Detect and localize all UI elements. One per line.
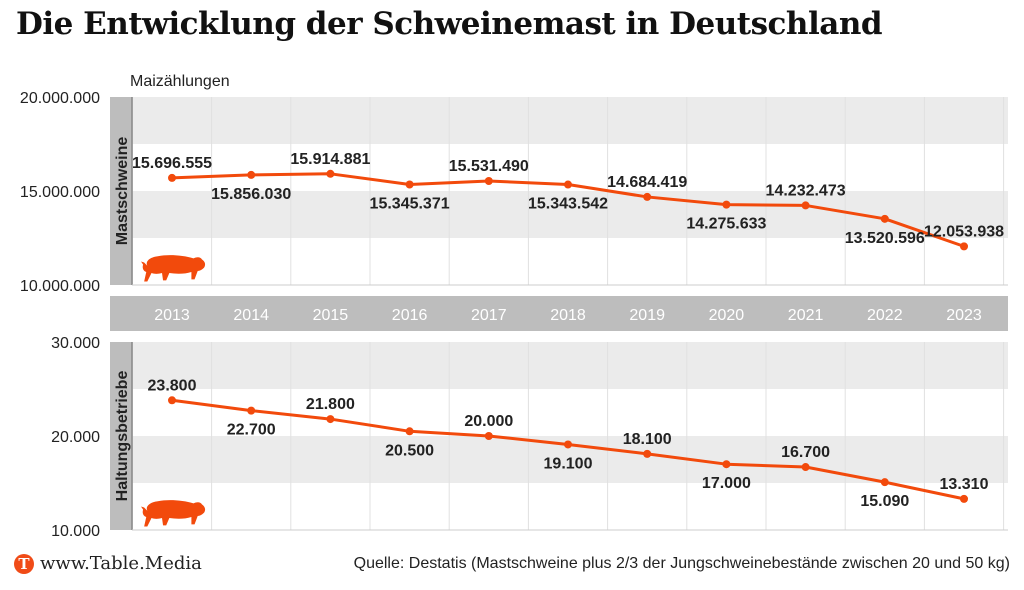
table-media-logo: T www.Table.Media xyxy=(14,553,202,574)
data-point xyxy=(880,478,889,487)
x-axis-year-strip: 2013 2014 2015 2016 2017 2018 2019 2020 2021 2022… xyxy=(110,296,1008,331)
y-tick-label: 30.000 xyxy=(51,335,100,352)
data-point xyxy=(168,173,176,182)
data-point xyxy=(801,463,810,472)
panel-label-strip xyxy=(110,97,132,285)
data-point xyxy=(405,180,414,189)
data-point xyxy=(960,494,968,503)
data-label: 22.700 xyxy=(227,422,276,439)
data-label: 13.310 xyxy=(940,476,989,493)
data-label: 14.275.633 xyxy=(686,216,766,233)
panel-label: Mastschweine xyxy=(114,137,131,246)
y-tick-label: 10.000.000 xyxy=(20,278,100,295)
data-label: 19.100 xyxy=(544,455,593,472)
x-tick-label: 2021 xyxy=(788,307,824,324)
site-name: www.Table.Media xyxy=(40,553,202,574)
y-tick-label: 20.000 xyxy=(51,429,100,446)
source-note: Quelle: Destatis (Mastschweine plus 2/3 … xyxy=(353,555,1010,572)
data-label: 15.914.881 xyxy=(290,151,370,168)
x-tick-label: 2022 xyxy=(867,307,903,324)
year-strip-background xyxy=(110,296,1008,331)
data-label: 16.700 xyxy=(781,444,830,461)
data-point xyxy=(880,214,889,223)
data-label: 20.500 xyxy=(385,442,434,459)
x-tick-label: 2016 xyxy=(392,307,428,324)
y-tick-label: 10.000 xyxy=(51,523,100,540)
data-label: 17.000 xyxy=(702,475,751,492)
pig-icon xyxy=(141,500,206,527)
data-point xyxy=(326,169,335,178)
x-tick-label: 2014 xyxy=(233,307,269,324)
data-point xyxy=(722,460,731,469)
x-tick-label: 2017 xyxy=(471,307,507,324)
data-point xyxy=(484,432,493,440)
data-point xyxy=(722,200,731,209)
y-tick-label: 15.000.000 xyxy=(20,184,100,201)
data-point xyxy=(564,440,572,449)
data-label: 15.531.490 xyxy=(449,158,529,175)
panel-mastschweine: Mastschweine 10.000.000 15.000.000 20.000.0… xyxy=(20,90,1008,295)
x-tick-label: 2015 xyxy=(313,307,349,324)
data-label: 21.800 xyxy=(306,396,355,413)
data-point xyxy=(643,192,652,201)
data-label: 12.053.938 xyxy=(924,223,1004,240)
panel-haltungsbetriebe: Haltungsbetriebe 10.000 20.000 30.000 23.800… xyxy=(51,335,1008,540)
data-point xyxy=(484,177,493,186)
chart-title: Die Entwicklung der Schweinemast in Deut… xyxy=(16,6,883,42)
panel-label: Haltungsbetriebe xyxy=(114,371,131,502)
logo-icon: T xyxy=(14,553,34,574)
data-point xyxy=(801,201,810,210)
data-label: 15.856.030 xyxy=(211,186,291,203)
data-label: 18.100 xyxy=(623,431,672,448)
y-tick-label: 20.000.000 xyxy=(20,90,100,107)
data-point xyxy=(643,449,652,458)
background-band xyxy=(132,483,1008,530)
data-label: 15.345.371 xyxy=(370,196,450,213)
data-label: 13.520.596 xyxy=(845,230,925,247)
x-tick-label: 2020 xyxy=(709,307,745,324)
x-tick-label: 2018 xyxy=(550,307,586,324)
data-point xyxy=(564,180,572,189)
background-band xyxy=(132,342,1008,389)
background-band xyxy=(132,97,1008,144)
data-label: 15.696.555 xyxy=(132,155,212,172)
data-point xyxy=(960,242,968,251)
background-band xyxy=(132,238,1008,285)
data-point xyxy=(247,406,256,415)
data-label: 14.232.473 xyxy=(766,182,846,199)
unit-label: Maizählungen xyxy=(130,73,230,90)
pig-icon xyxy=(141,255,206,282)
data-label: 15.343.542 xyxy=(528,196,608,213)
panel-label-strip xyxy=(110,342,132,530)
data-label: 15.090 xyxy=(860,493,909,510)
data-label: 20.000 xyxy=(464,413,513,430)
data-point xyxy=(405,427,414,436)
data-point xyxy=(247,170,256,179)
x-tick-label: 2019 xyxy=(629,307,665,324)
x-tick-label: 2013 xyxy=(154,307,190,324)
data-label: 23.800 xyxy=(148,377,197,394)
data-label: 14.684.419 xyxy=(607,174,687,191)
x-tick-label: 2023 xyxy=(946,307,982,324)
data-point xyxy=(326,415,335,424)
data-point xyxy=(168,396,176,405)
